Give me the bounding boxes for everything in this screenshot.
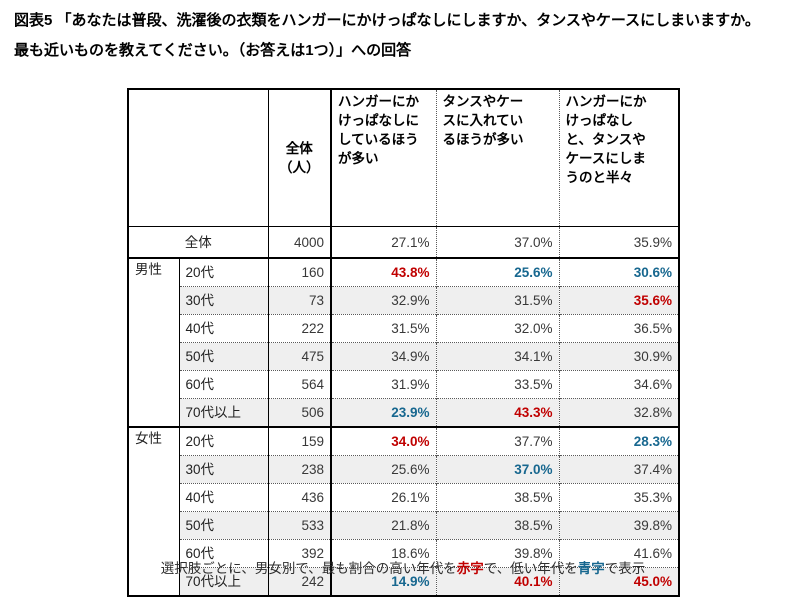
percent-cell: 32.9% — [330, 286, 436, 315]
percent-cell: 30.6% — [558, 257, 679, 287]
percent-cell: 38.5% — [435, 483, 559, 512]
count-cell: 506 — [267, 398, 331, 427]
age-label: 40代 — [178, 314, 268, 343]
table-row: 50代 533 21.8% 38.5% 39.8% — [128, 511, 679, 540]
percent-cell: 31.5% — [330, 314, 436, 343]
percent-cell: 23.9% — [330, 398, 436, 427]
percent-cell: 39.8% — [558, 511, 679, 540]
table-row: 30代 238 25.6% 37.0% 37.4% — [128, 455, 679, 484]
percent-cell: 34.6% — [558, 370, 679, 399]
group-label: 女性 — [128, 426, 179, 596]
percent-cell: 37.7% — [435, 426, 559, 456]
percent-cell: 31.9% — [330, 370, 436, 399]
column-header-overall: 全体 （人） — [267, 89, 331, 227]
total-count-cell: 4000 — [267, 226, 331, 259]
age-label: 70代以上 — [178, 567, 268, 596]
percent-cell: 31.5% — [435, 286, 559, 315]
percent-cell: 33.5% — [435, 370, 559, 399]
count-cell: 242 — [267, 567, 331, 596]
percent-cell: 28.3% — [558, 426, 679, 456]
count-cell: 73 — [267, 286, 331, 315]
table-container: 全体 （人） ハンガーにか けっぱなしに しているほう が多い タンスやケー ス… — [127, 88, 680, 597]
percent-cell: 40.1% — [435, 567, 559, 596]
count-cell: 533 — [267, 511, 331, 540]
table-row: 女性 20代 159 34.0% 37.7% 28.3% — [128, 426, 679, 596]
footnote: 選択肢ごとに、男女別で、最も割合の高い年代を赤字で、低い年代を青字で表示 — [120, 557, 686, 577]
table-row: 50代 475 34.9% 34.1% 30.9% — [128, 342, 679, 371]
count-cell: 159 — [267, 426, 331, 456]
table-row: 70代以上 506 23.9% 43.3% 32.8% — [128, 398, 679, 427]
percent-cell: 45.0% — [558, 567, 679, 596]
count-cell: 160 — [267, 257, 331, 287]
percent-cell: 43.8% — [330, 257, 436, 287]
age-label: 60代 — [178, 539, 268, 568]
table-row: 40代 222 31.5% 32.0% 36.5% — [128, 314, 679, 343]
percent-cell: 34.1% — [435, 342, 559, 371]
page-title: 図表5 「あなたは普段、洗濯後の衣類をハンガーにかけっぱなしにしますか、タンスや… — [14, 12, 760, 59]
corner-cell — [128, 89, 269, 227]
percent-cell: 36.5% — [558, 314, 679, 343]
count-cell: 436 — [267, 483, 331, 512]
count-cell: 392 — [267, 539, 331, 568]
total-percent-cell: 27.1% — [330, 226, 436, 259]
percent-cell: 37.4% — [558, 455, 679, 484]
percent-cell: 34.9% — [330, 342, 436, 371]
age-label: 60代 — [178, 370, 268, 399]
age-label: 30代 — [178, 286, 268, 315]
percent-cell: 39.8% — [435, 539, 559, 568]
percent-cell: 41.6% — [558, 539, 679, 568]
footnote-text-mid: で、低い年代を — [483, 561, 578, 576]
total-percent-cell: 37.0% — [435, 226, 559, 259]
total-percent-cell: 35.9% — [558, 226, 679, 259]
percent-cell: 34.0% — [330, 426, 436, 456]
footnote-text-pre: 選択肢ごとに、男女別で、最も割合の高い年代を — [160, 561, 457, 576]
percent-cell: 35.3% — [558, 483, 679, 512]
total-row: 全体 4000 27.1% 37.0% 35.9% — [128, 226, 679, 259]
percent-cell: 18.6% — [330, 539, 436, 568]
table-body: 全体 4000 27.1% 37.0% 35.9% 男性 20代 160 43.8% 2… — [128, 226, 679, 596]
table-row: 60代 392 18.6% 39.8% 41.6% — [128, 539, 679, 568]
age-label: 40代 — [178, 483, 268, 512]
count-cell: 222 — [267, 314, 331, 343]
group-label: 男性 — [128, 257, 179, 427]
percent-cell: 26.1% — [330, 483, 436, 512]
percent-cell: 30.9% — [558, 342, 679, 371]
percent-cell: 25.6% — [330, 455, 436, 484]
age-label: 50代 — [178, 342, 268, 371]
count-cell: 238 — [267, 455, 331, 484]
footnote-red-label: 赤字 — [456, 561, 484, 576]
age-label: 20代 — [178, 257, 268, 287]
footnote-text-post: で表示 — [604, 561, 646, 576]
percent-cell: 32.0% — [435, 314, 559, 343]
column-header-choice-2: タンスやケー スに入れてい るほうが多い — [435, 89, 559, 227]
survey-table: 全体 （人） ハンガーにか けっぱなしに しているほう が多い タンスやケー ス… — [127, 88, 680, 597]
percent-cell: 32.8% — [558, 398, 679, 427]
table-row: 男性 20代 160 43.8% 25.6% 30.6% — [128, 257, 679, 427]
age-label: 30代 — [178, 455, 268, 484]
percent-cell: 37.0% — [435, 455, 559, 484]
percent-cell: 25.6% — [435, 257, 559, 287]
header-row: 全体 （人） ハンガーにか けっぱなしに しているほう が多い タンスやケー ス… — [128, 89, 679, 227]
table-row: 70代以上 242 14.9% 40.1% 45.0% — [128, 567, 679, 596]
column-header-choice-3: ハンガーにか けっぱなし と、タンスや ケースにしま うのと半々 — [558, 89, 679, 227]
percent-cell: 43.3% — [435, 398, 559, 427]
count-cell: 475 — [267, 342, 331, 371]
table-row: 30代 73 32.9% 31.5% 35.6% — [128, 286, 679, 315]
percent-cell: 38.5% — [435, 511, 559, 540]
total-row-label: 全体 — [128, 226, 268, 259]
footnote-blue-label: 青字 — [577, 561, 605, 576]
percent-cell: 35.6% — [558, 286, 679, 315]
table-row: 60代 564 31.9% 33.5% 34.6% — [128, 370, 679, 399]
percent-cell: 21.8% — [330, 511, 436, 540]
column-header-choice-1: ハンガーにか けっぱなしに しているほう が多い — [330, 89, 436, 227]
percent-cell: 14.9% — [330, 567, 436, 596]
count-cell: 564 — [267, 370, 331, 399]
table-row: 40代 436 26.1% 38.5% 35.3% — [128, 483, 679, 512]
age-label: 50代 — [178, 511, 268, 540]
age-label: 20代 — [178, 426, 268, 456]
age-label: 70代以上 — [178, 398, 268, 427]
